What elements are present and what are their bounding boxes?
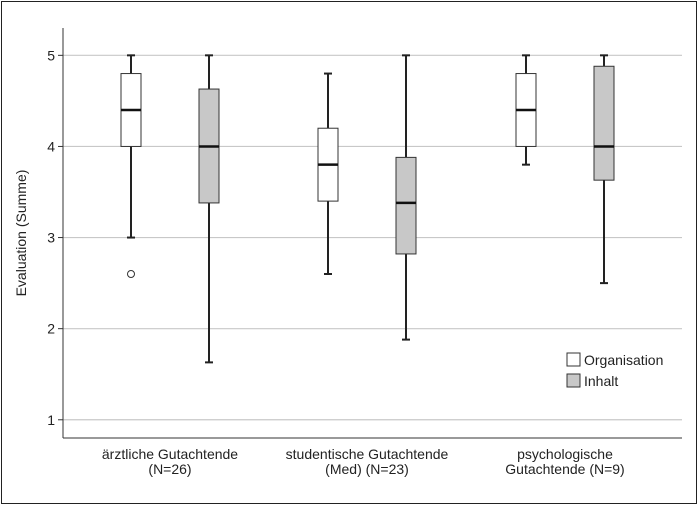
y-tick-label: 2 (47, 321, 55, 337)
x-category-label: (N=26) (148, 461, 191, 477)
legend-label: Organisation (584, 352, 663, 368)
box-inhalt (593, 65, 615, 181)
legend-swatch (566, 373, 581, 388)
x-category-label: psychologische (517, 446, 613, 462)
y-tick-label: 3 (47, 230, 55, 246)
legend-label: Inhalt (584, 373, 618, 389)
legend-swatch (566, 352, 581, 367)
x-category-label: ärztliche Gutachtende (102, 446, 238, 462)
x-category-label: studentische Gutachtende (286, 446, 449, 462)
y-tick-label: 4 (47, 138, 55, 154)
y-tick-label: 1 (47, 412, 55, 428)
box-inhalt (395, 156, 417, 255)
outlier-point (127, 270, 135, 278)
y-tick-label: 5 (47, 47, 55, 63)
x-category-label: Gutachtende (N=9) (505, 461, 624, 477)
x-category-label: (Med) (N=23) (325, 461, 409, 477)
y-axis-title: Evaluation (Summe) (13, 170, 29, 297)
